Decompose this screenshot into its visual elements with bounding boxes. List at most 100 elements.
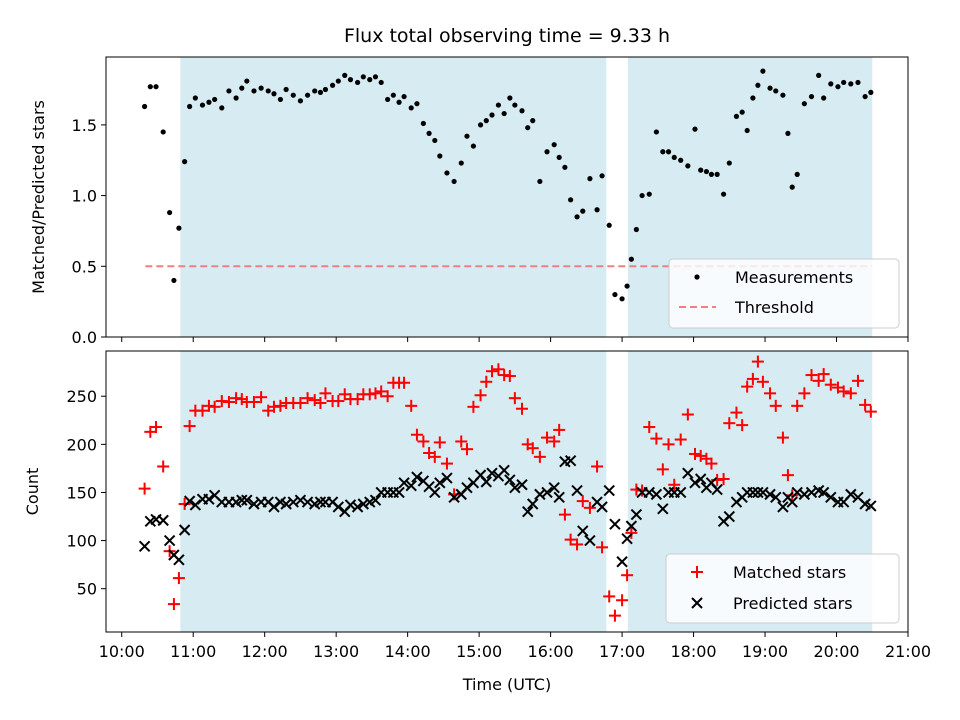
matched-point xyxy=(150,421,163,434)
measurement-point xyxy=(212,96,218,103)
predicted-point xyxy=(498,464,510,477)
predicted-point-b xyxy=(603,484,615,497)
measurement-point xyxy=(744,127,750,134)
predicted-point-b xyxy=(852,491,864,503)
predicted-point-b xyxy=(183,495,196,507)
ratio-panel: 0.0 0.5 1.0 1.5 Matched/Predicted stars Mea… xyxy=(29,56,909,347)
measurement-point xyxy=(703,168,710,175)
matched-point xyxy=(751,355,764,368)
predicted-point xyxy=(509,481,521,494)
matched-point xyxy=(650,432,663,445)
predicted-point xyxy=(294,494,307,506)
matched-point xyxy=(864,405,877,418)
measurement-point xyxy=(176,225,182,231)
measurement-point xyxy=(458,160,464,166)
matched-point xyxy=(688,447,701,460)
predicted-point xyxy=(411,471,423,483)
measurement-point xyxy=(342,72,348,78)
predicted-point-b xyxy=(643,486,655,499)
y-tick-label: 0.5 xyxy=(72,257,97,276)
predicted-point xyxy=(398,477,410,489)
predicted-point-b xyxy=(486,467,498,479)
predicted-point xyxy=(138,540,151,553)
measurement-point xyxy=(347,77,354,83)
x-tick-label: 12:00 xyxy=(242,642,288,661)
measurement-point xyxy=(855,79,861,86)
measurement-point xyxy=(297,98,304,104)
predicted-point xyxy=(711,483,723,496)
matched-point xyxy=(817,368,830,381)
predicted-point xyxy=(691,597,703,609)
measurement-point xyxy=(653,129,659,135)
predicted-point xyxy=(825,491,837,503)
x-tick-label: 18:00 xyxy=(671,642,717,661)
measurement-point xyxy=(594,207,600,213)
predicted-point xyxy=(448,491,460,503)
measurement-point xyxy=(219,105,225,111)
predicted-point xyxy=(527,498,539,510)
predicted-point xyxy=(548,481,560,494)
predicted-point xyxy=(268,501,280,513)
measurement-point xyxy=(367,77,373,83)
predicted-point xyxy=(757,486,769,499)
measurement-point xyxy=(568,197,574,203)
measurement-point xyxy=(868,89,874,95)
predicted-point-b xyxy=(812,484,825,497)
predicted-point-b xyxy=(650,488,663,501)
measurement-point xyxy=(501,110,507,117)
predicted-point-b xyxy=(691,597,703,609)
predicted-point-b xyxy=(301,496,314,508)
x-tick-label: 10:00 xyxy=(99,642,145,661)
predicted-point-b xyxy=(268,501,280,513)
predicted-point-b xyxy=(294,494,307,506)
matched-point xyxy=(798,387,811,400)
predicted-point-b xyxy=(757,486,769,499)
matched-point xyxy=(410,428,423,441)
legend-label-matched: Matched stars xyxy=(733,563,846,582)
predicted-point xyxy=(630,508,643,521)
matched-point xyxy=(837,385,850,398)
predicted-point-b xyxy=(280,498,292,510)
measurement-point xyxy=(551,142,557,148)
predicted-point xyxy=(865,500,877,512)
matched-point xyxy=(786,489,799,502)
matched-point xyxy=(516,402,529,415)
predicted-point xyxy=(674,486,687,499)
measurement-point xyxy=(192,95,198,101)
measurement-point xyxy=(265,88,271,94)
predicted-point-b xyxy=(711,483,723,496)
matched-point xyxy=(398,376,411,389)
predicted-point-b xyxy=(770,491,782,503)
measurement-point xyxy=(277,96,284,103)
predicted-point xyxy=(571,484,583,497)
measurement-point xyxy=(789,184,795,190)
predicted-point xyxy=(553,491,565,503)
matched-point xyxy=(208,400,221,413)
predicted-point-b xyxy=(398,477,410,489)
matched-point xyxy=(308,394,321,407)
legend-label-measurements: Measurements xyxy=(735,268,853,287)
matched-point xyxy=(674,433,687,446)
x-axis-ticks: 10:00 11:00 12:00 13:00 14:00 15:00 16:00 17:00… xyxy=(99,632,931,661)
matched-point xyxy=(294,396,307,409)
predicted-point-b xyxy=(825,491,837,503)
measurement-point xyxy=(760,68,766,74)
predicted-point-b xyxy=(287,496,299,508)
measurement-point xyxy=(312,88,318,94)
legend-box xyxy=(665,553,900,624)
y-axis-ticks: 50 100 150 200 250 xyxy=(66,387,106,599)
predicted-point-b xyxy=(157,514,169,527)
matched-point xyxy=(485,365,498,378)
predicted-point-b xyxy=(332,501,345,513)
matched-point xyxy=(183,420,196,433)
measurement-point xyxy=(390,92,396,98)
matched-point xyxy=(503,370,516,383)
predicted-point-b xyxy=(504,474,516,486)
predicted-point xyxy=(770,491,782,503)
matched-point xyxy=(776,431,789,444)
measurement-point xyxy=(153,84,159,90)
measurement-point xyxy=(562,164,568,170)
measurement-point xyxy=(512,102,518,108)
predicted-point-b xyxy=(564,454,577,467)
